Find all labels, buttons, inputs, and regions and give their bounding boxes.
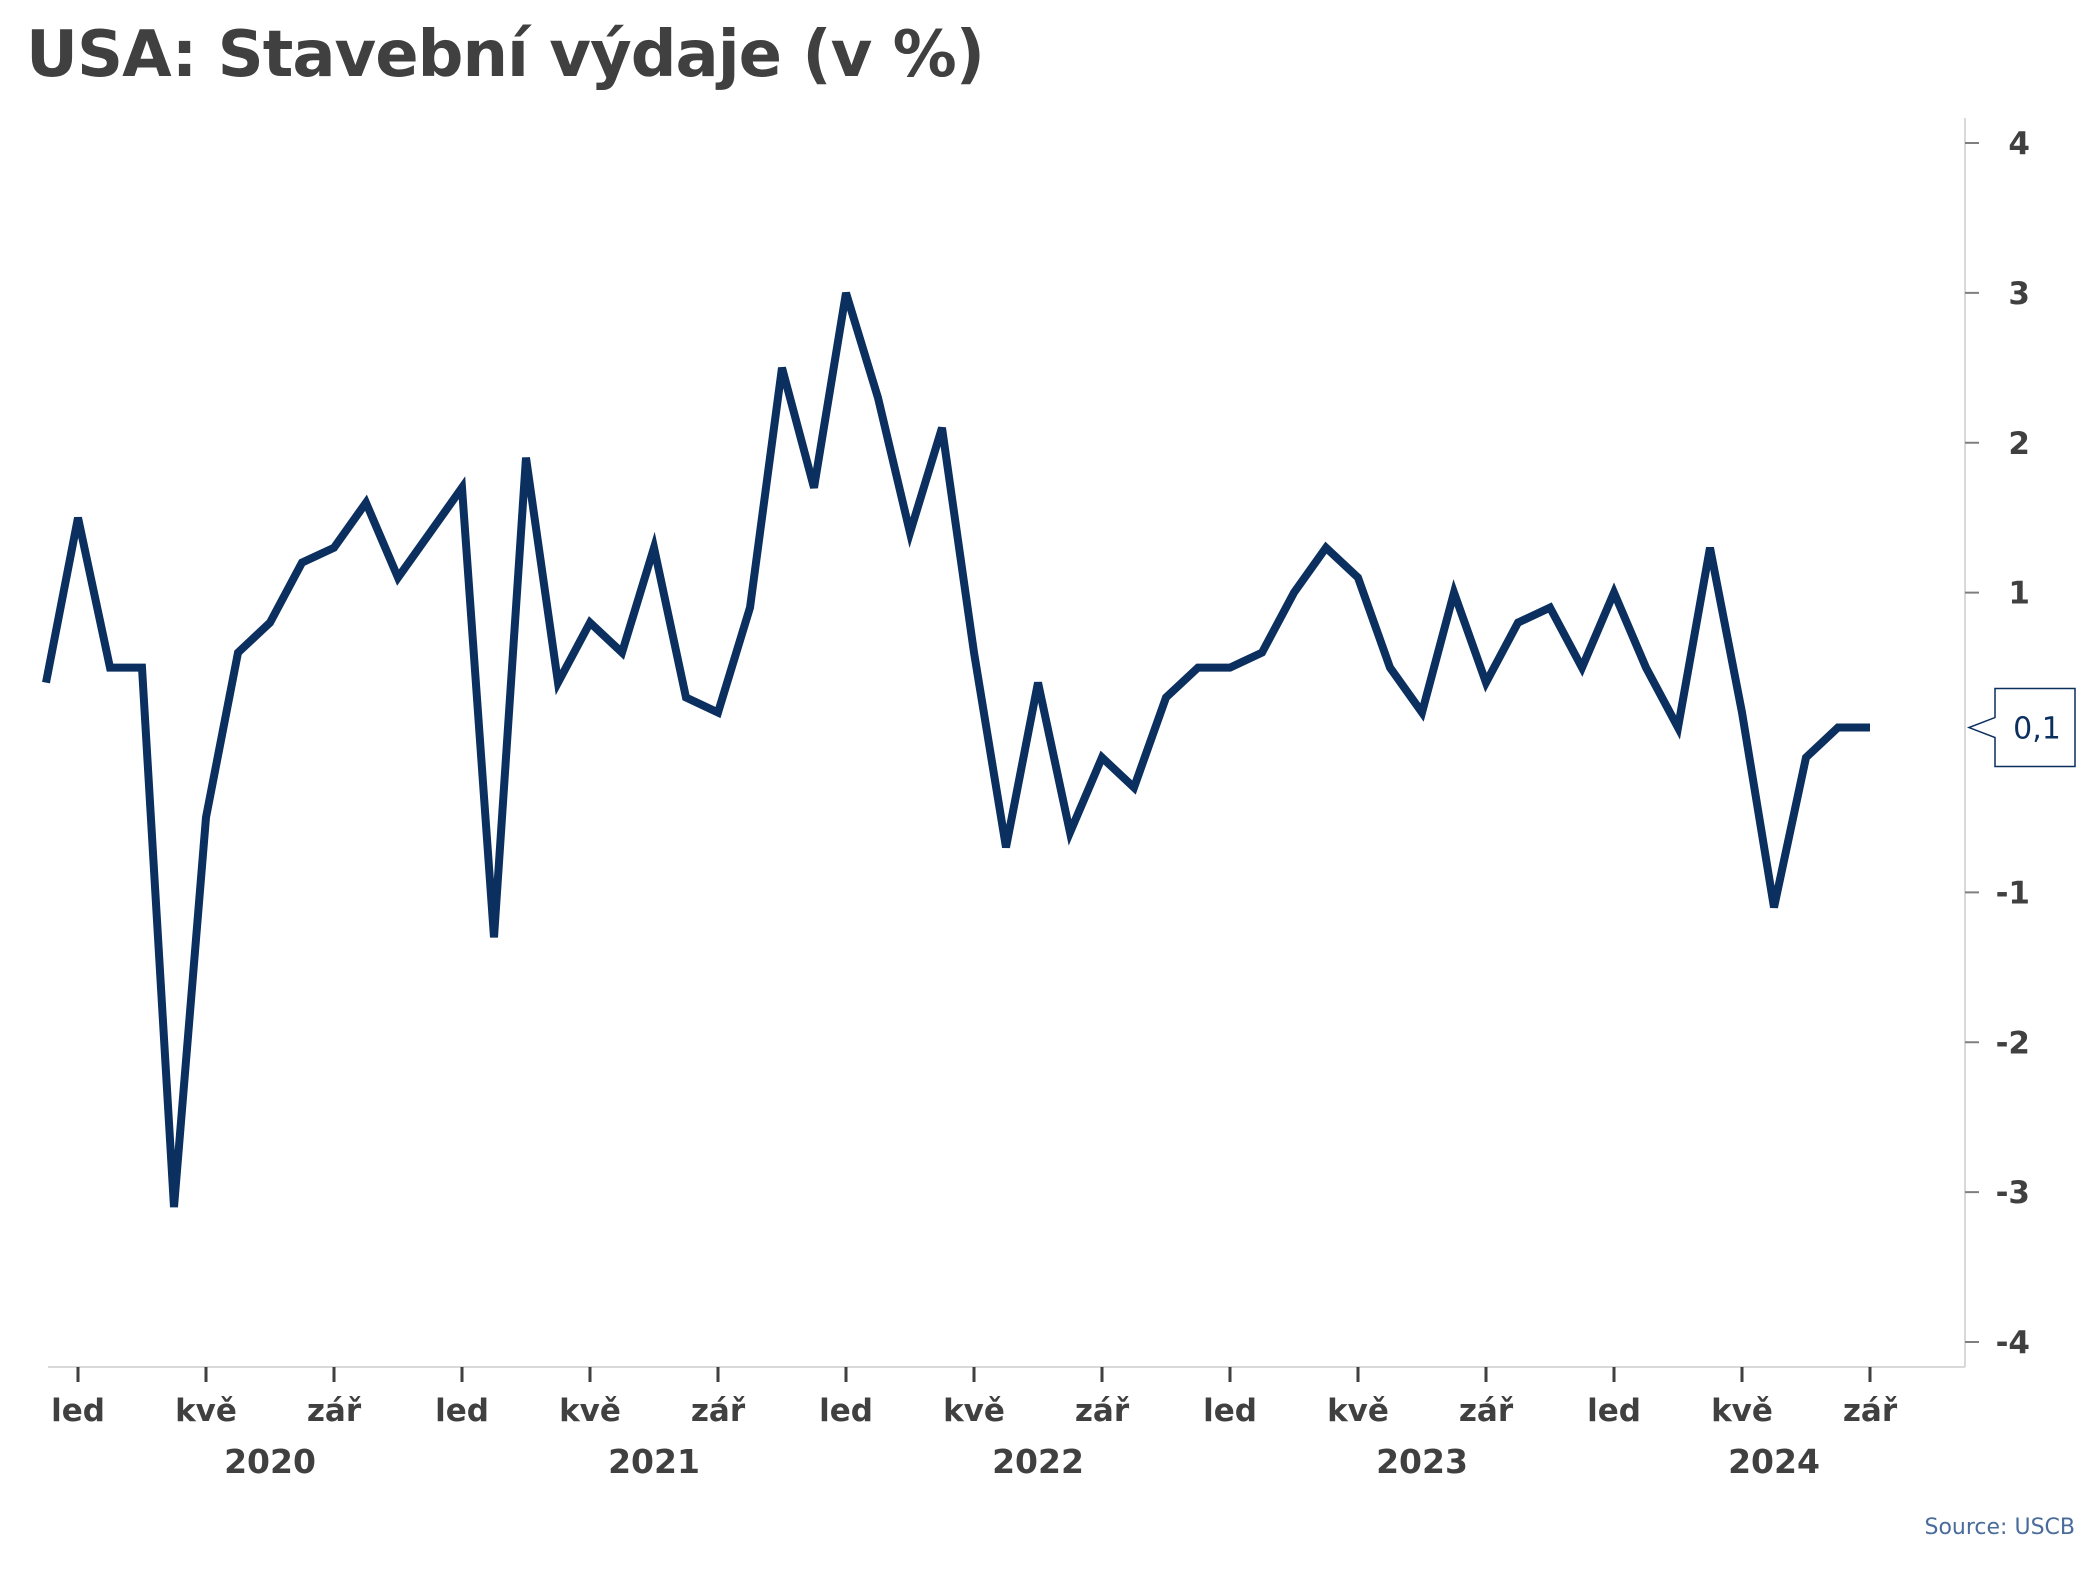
last-value-callout: 0,1 xyxy=(1966,687,2076,768)
data-point xyxy=(299,560,305,566)
data-point xyxy=(651,545,657,551)
data-point xyxy=(875,395,881,401)
data-point xyxy=(907,530,913,536)
x-tick-label: kvě xyxy=(943,1393,1005,1429)
x-year-label: 2021 xyxy=(608,1442,700,1481)
data-point xyxy=(1547,605,1553,611)
x-tick-label: led xyxy=(51,1393,105,1429)
data-point xyxy=(971,650,977,656)
data-point xyxy=(1739,710,1745,716)
data-point xyxy=(587,620,593,626)
data-point xyxy=(107,665,113,671)
data-point xyxy=(1131,784,1137,790)
series-layer xyxy=(42,290,1873,1210)
callout-box xyxy=(1966,687,2076,768)
data-point xyxy=(1195,665,1201,671)
x-tick-label: zář xyxy=(1459,1393,1514,1429)
y-tick-label: -1 xyxy=(1996,875,2030,911)
x-axis-ticks: led kvě zář led kvě zář led kvě zář led kvě zář led k… xyxy=(51,1367,1898,1481)
y-tick-label: -4 xyxy=(1996,1325,2030,1361)
x-year-label: 2024 xyxy=(1728,1442,1820,1481)
data-point xyxy=(747,605,753,611)
x-tick-label: led xyxy=(435,1393,489,1429)
data-point xyxy=(235,650,241,656)
data-point xyxy=(1387,665,1393,671)
x-tick-label: zář xyxy=(691,1393,746,1429)
data-point xyxy=(491,934,497,940)
x-tick-label: zář xyxy=(1075,1393,1130,1429)
data-point xyxy=(1291,590,1297,596)
y-tick-label: 2 xyxy=(2008,426,2030,462)
data-point xyxy=(1611,590,1617,596)
x-tick-label: kvě xyxy=(175,1393,237,1429)
y-tick-label: 3 xyxy=(2008,276,2030,312)
data-point xyxy=(1579,665,1585,671)
data-point xyxy=(683,695,689,701)
data-point xyxy=(363,500,369,506)
data-point xyxy=(715,710,721,716)
y-tick-label: 1 xyxy=(2008,576,2030,612)
data-point xyxy=(139,665,145,671)
data-point xyxy=(1675,725,1681,731)
data-point xyxy=(1227,665,1233,671)
data-point xyxy=(779,365,785,371)
data-point xyxy=(1643,665,1649,671)
chart-title: USA: Stavební výdaje (v %) xyxy=(26,18,985,92)
data-point xyxy=(75,515,81,521)
data-point xyxy=(1483,680,1489,686)
series-line xyxy=(42,291,1870,1208)
data-point xyxy=(523,455,529,461)
data-point xyxy=(427,530,433,536)
data-point xyxy=(459,485,465,491)
y-tick-label: -3 xyxy=(1996,1175,2030,1211)
data-point xyxy=(843,290,849,296)
x-tick-label: kvě xyxy=(1711,1393,1773,1429)
data-point xyxy=(1451,590,1457,596)
y-tick-label: 4 xyxy=(2008,126,2030,162)
data-point xyxy=(1419,710,1425,716)
x-year-label: 2020 xyxy=(224,1442,316,1481)
x-year-label: 2022 xyxy=(992,1442,1084,1481)
data-point xyxy=(619,650,625,656)
x-tick-label: zář xyxy=(1843,1393,1898,1429)
data-point xyxy=(1323,545,1329,551)
data-point xyxy=(555,680,561,686)
data-point xyxy=(1355,575,1361,581)
data-point xyxy=(811,485,817,491)
data-point xyxy=(1867,725,1873,731)
y-tick-label: -2 xyxy=(1996,1025,2030,1061)
callout-value-label: 0,1 xyxy=(2013,712,2061,747)
x-tick-label: kvě xyxy=(559,1393,621,1429)
data-point xyxy=(43,680,49,686)
data-point xyxy=(1003,844,1009,850)
y-axis-ticks: 4 3 2 1 -1 -2 -3 -4 xyxy=(1965,126,2030,1361)
data-point xyxy=(1067,829,1073,835)
data-point xyxy=(1259,650,1265,656)
data-point xyxy=(1803,754,1809,760)
x-tick-label: kvě xyxy=(1327,1393,1389,1429)
data-point xyxy=(1771,904,1777,910)
axes xyxy=(48,118,1966,1368)
data-point xyxy=(171,1204,177,1210)
data-point xyxy=(1515,620,1521,626)
source-note: Source: USCB xyxy=(1924,1515,2076,1540)
data-point xyxy=(939,425,945,431)
data-point xyxy=(1035,680,1041,686)
x-year-label: 2023 xyxy=(1376,1442,1468,1481)
data-point xyxy=(203,814,209,820)
data-point xyxy=(267,620,273,626)
x-tick-label: zář xyxy=(307,1393,362,1429)
data-point xyxy=(1707,545,1713,551)
x-tick-label: led xyxy=(1587,1393,1641,1429)
data-point xyxy=(331,545,337,551)
data-point xyxy=(1099,754,1105,760)
data-point xyxy=(1835,725,1841,731)
data-point xyxy=(1163,695,1169,701)
x-tick-label: led xyxy=(1203,1393,1257,1429)
x-tick-label: led xyxy=(819,1393,873,1429)
data-point xyxy=(395,575,401,581)
